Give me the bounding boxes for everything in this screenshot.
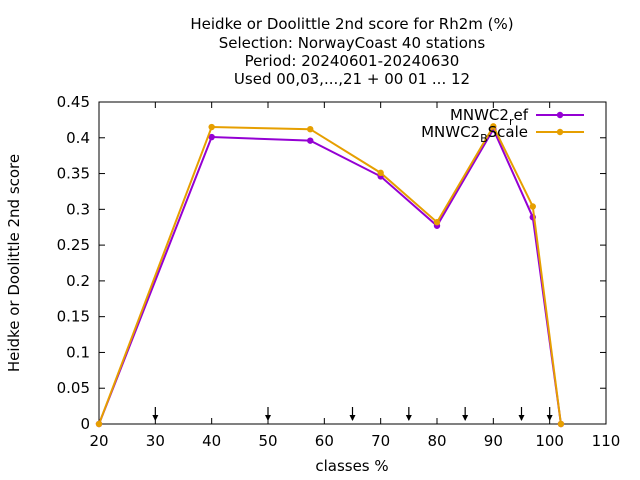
data-point bbox=[95, 420, 103, 428]
data-point bbox=[208, 123, 215, 131]
data-point bbox=[377, 169, 384, 177]
series-line bbox=[98, 124, 562, 425]
title-line-1: Heidke or Doolittle 2nd score for Rh2m (… bbox=[190, 15, 513, 33]
y-tick-label: 0.35 bbox=[57, 165, 90, 183]
x-tick-label: 60 bbox=[315, 432, 334, 450]
legend-marker bbox=[556, 111, 564, 119]
y-tick-label: 0.45 bbox=[57, 93, 90, 111]
data-point bbox=[307, 125, 314, 133]
data-point bbox=[557, 420, 565, 428]
x-tick-label: 80 bbox=[427, 432, 446, 450]
arrow-markers bbox=[152, 407, 553, 421]
x-axis-label: classes % bbox=[315, 457, 388, 475]
x-tick-label: 90 bbox=[484, 432, 503, 450]
y-axis-label: Heidke or Doolittle 2nd score bbox=[5, 154, 23, 372]
data-point bbox=[490, 123, 497, 130]
y-tick-label: 0.25 bbox=[57, 236, 90, 254]
arrow-marker bbox=[349, 407, 356, 421]
legend-label: MNWC2ref bbox=[450, 106, 529, 128]
data-point bbox=[529, 203, 536, 210]
axes: 20 30 40 50 60 70 80 90 100 110 0 0.05 0.1 0.15 0.2 0.2… bbox=[57, 93, 621, 450]
x-tick-label: 70 bbox=[371, 432, 390, 450]
plot-frame bbox=[98, 101, 607, 425]
title-line-2: Selection: NorwayCoast 40 stations bbox=[219, 34, 486, 52]
data-point bbox=[208, 133, 215, 141]
arrow-marker bbox=[152, 407, 159, 421]
y-tick-label: 0.05 bbox=[57, 379, 90, 397]
x-tick-label: 30 bbox=[146, 432, 165, 450]
arrow-marker bbox=[518, 407, 525, 421]
y-tick-label: 0.2 bbox=[66, 272, 90, 290]
arrow-marker bbox=[265, 407, 271, 421]
title-line-3: Period: 20240601-20240630 bbox=[245, 52, 460, 70]
chart-title: Heidke or Doolittle 2nd score for Rh2m (… bbox=[190, 15, 513, 88]
y-tick-label: 0.3 bbox=[66, 200, 90, 218]
title-line-4: Used 00,03,...,21 + 00 01 ... 12 bbox=[234, 70, 470, 88]
arrow-marker bbox=[462, 407, 469, 421]
arrow-marker bbox=[546, 407, 553, 421]
data-point bbox=[307, 137, 314, 144]
data-point bbox=[433, 219, 441, 226]
legend-marker bbox=[556, 128, 564, 136]
x-tick-label: 50 bbox=[258, 432, 277, 450]
x-tick-label: 110 bbox=[592, 432, 621, 450]
x-tick-label: 40 bbox=[202, 432, 221, 450]
x-tick-label: 100 bbox=[535, 432, 564, 450]
y-tick-label: 0.1 bbox=[66, 343, 90, 361]
y-tick-label: 0.15 bbox=[57, 308, 90, 326]
series-line bbox=[98, 127, 562, 425]
y-tick-label: 0.4 bbox=[66, 129, 90, 147]
legend-label: MNWC2BScale bbox=[421, 123, 528, 145]
arrow-marker bbox=[405, 407, 412, 421]
y-tick-label: 0 bbox=[80, 415, 90, 433]
series-lines bbox=[95, 123, 565, 428]
x-tick-label: 20 bbox=[89, 432, 108, 450]
